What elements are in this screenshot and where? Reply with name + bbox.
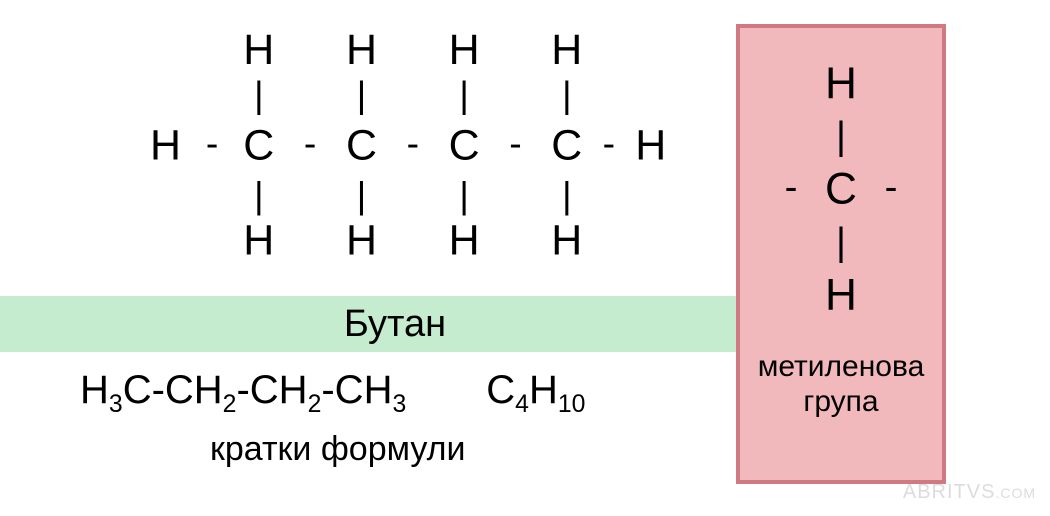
svg-text:H: H <box>635 121 666 169</box>
svg-text:C: C <box>449 121 480 169</box>
watermark-tld: .COM <box>995 485 1036 501</box>
molecular-formula: C4H10 <box>486 368 585 413</box>
svg-text:C: C <box>346 121 377 169</box>
condensed-formula: H3C-CH2-CH2-CH3 <box>80 368 406 413</box>
butane-structural-formula: H-C-C-C-C-HH|H|H|H|H|H|H|H| <box>130 18 690 278</box>
methylene-group-box: H | C | H - - метиленова група <box>736 24 946 484</box>
svg-text:|: | <box>562 73 572 115</box>
methylene-label: метиленова група <box>758 350 925 419</box>
butane-structural-svg: H-C-C-C-C-HH|H|H|H|H|H|H|H| <box>130 18 690 278</box>
svg-text:|: | <box>459 174 469 216</box>
condensed-formulas-row: H3C-CH2-CH2-CH3 C4H10 <box>80 368 790 413</box>
methylene-structure: H | C | H - - <box>740 42 942 342</box>
svg-text:H: H <box>243 217 274 265</box>
svg-text:-: - <box>206 122 218 164</box>
methylene-svg: H | C | H - - <box>740 42 942 342</box>
svg-text:-: - <box>885 166 898 209</box>
svg-text:|: | <box>836 115 846 158</box>
svg-text:-: - <box>509 122 521 164</box>
svg-text:-: - <box>785 166 798 209</box>
compound-title-band: Бутан <box>0 296 790 352</box>
svg-text:H: H <box>825 59 857 108</box>
svg-text:|: | <box>562 174 572 216</box>
svg-text:|: | <box>459 73 469 115</box>
svg-text:|: | <box>254 73 264 115</box>
svg-text:|: | <box>836 221 846 264</box>
short-formulas-label: кратки формули <box>210 430 465 469</box>
svg-text:H: H <box>551 217 582 265</box>
svg-text:H: H <box>346 217 377 265</box>
methylene-label-line2: група <box>803 385 878 418</box>
svg-text:H: H <box>150 121 181 169</box>
svg-text:|: | <box>357 73 367 115</box>
svg-text:C: C <box>551 121 582 169</box>
svg-text:-: - <box>407 122 419 164</box>
svg-text:|: | <box>254 174 264 216</box>
methylene-label-line1: метиленова <box>758 350 925 383</box>
svg-text:|: | <box>357 174 367 216</box>
svg-text:C: C <box>825 165 857 214</box>
svg-text:H: H <box>449 26 480 74</box>
svg-text:C: C <box>243 121 274 169</box>
svg-text:H: H <box>346 26 377 74</box>
svg-text:H: H <box>243 26 274 74</box>
svg-text:H: H <box>449 217 480 265</box>
svg-text:-: - <box>304 122 316 164</box>
watermark: ABRITVS.COM <box>903 481 1036 504</box>
compound-title: Бутан <box>344 303 446 346</box>
svg-text:H: H <box>551 26 582 74</box>
svg-text:-: - <box>603 122 615 164</box>
svg-text:H: H <box>825 270 857 319</box>
watermark-main: ABRITVS <box>903 481 996 503</box>
